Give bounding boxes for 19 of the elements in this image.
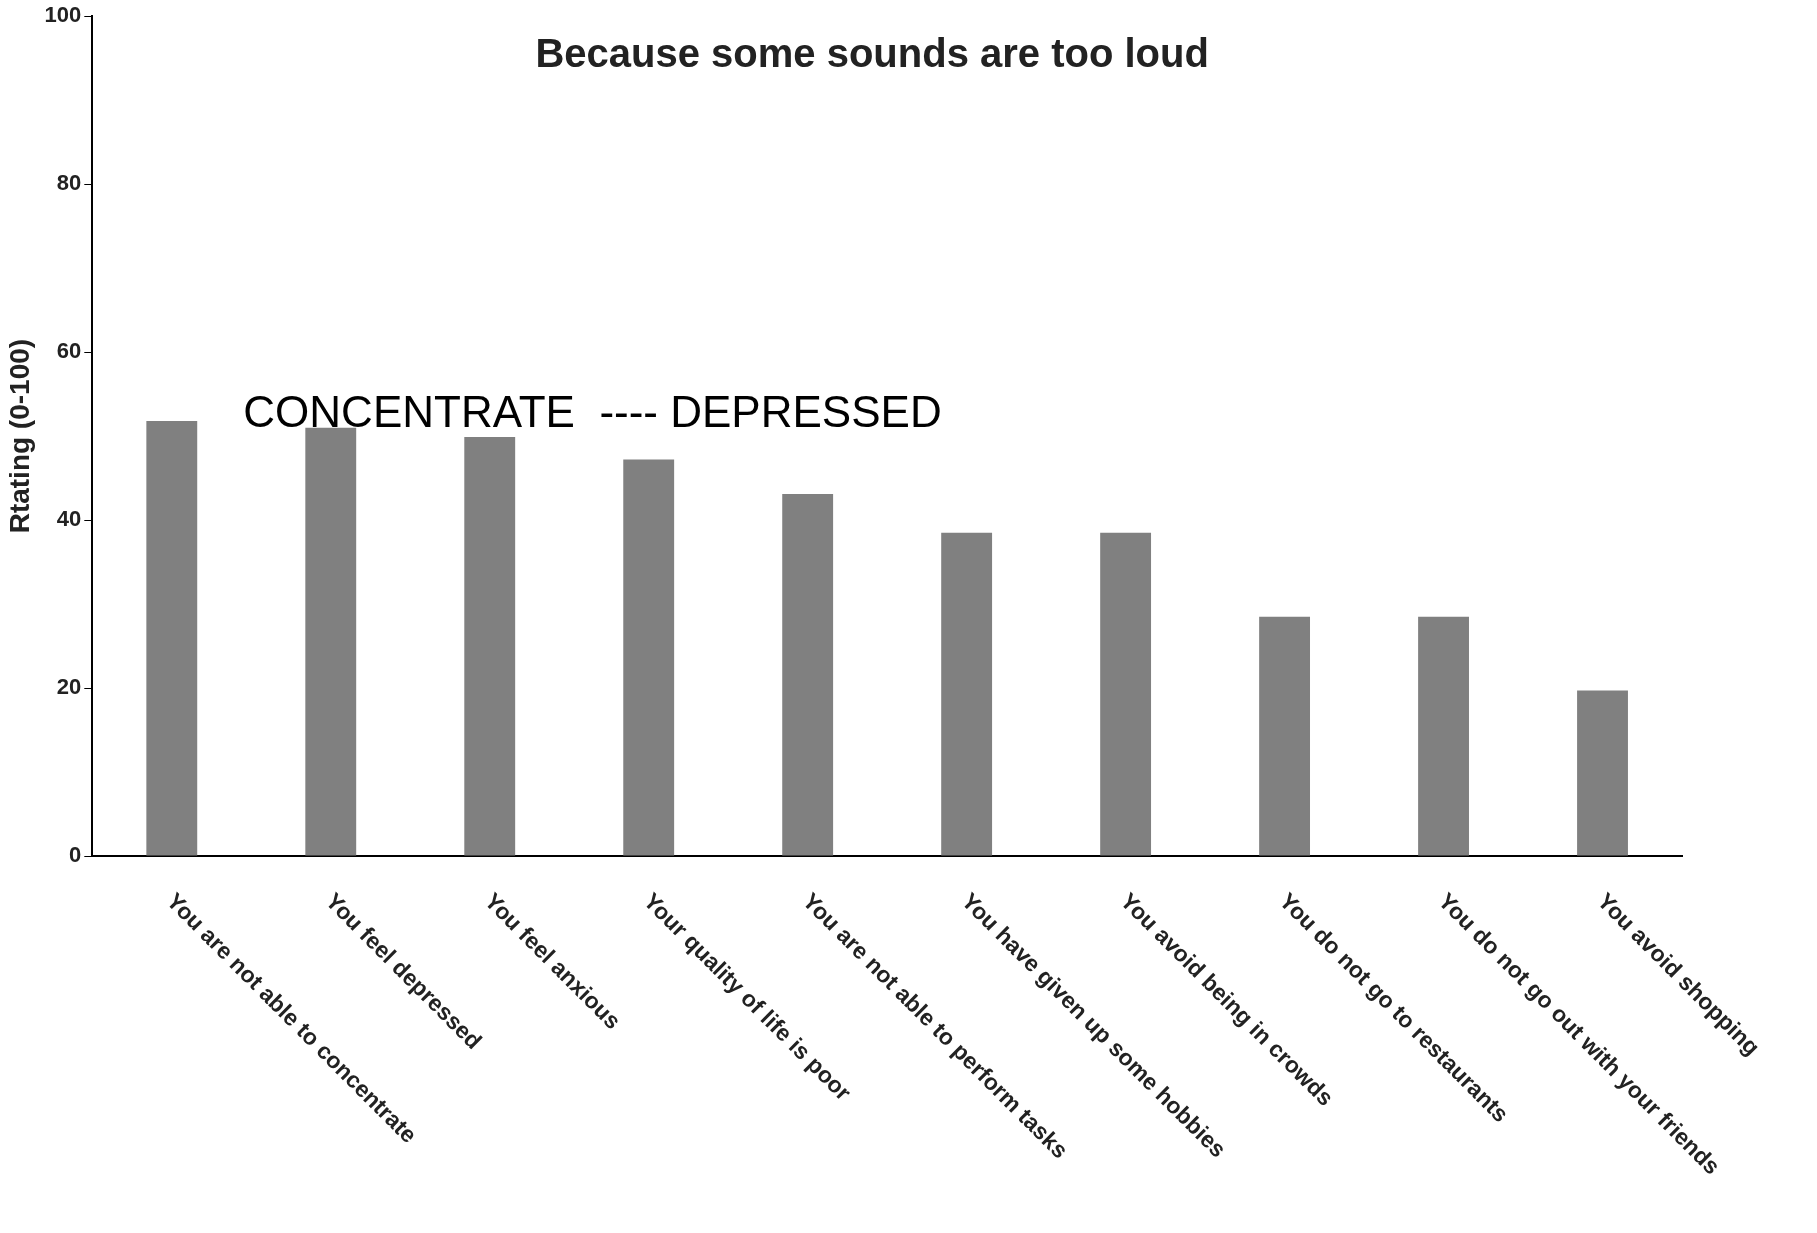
bar xyxy=(146,420,198,856)
bar xyxy=(1418,616,1469,856)
y-axis-title: Rtating (0-100) xyxy=(3,338,35,534)
bar xyxy=(623,459,675,856)
y-tick-label: 0 xyxy=(69,842,82,868)
chart-title: Because some sounds are too loud xyxy=(535,31,1209,76)
bar xyxy=(464,436,516,856)
bar xyxy=(1577,690,1628,856)
bar xyxy=(782,494,834,856)
bar xyxy=(941,532,993,856)
y-tick-label: 40 xyxy=(56,506,82,532)
bar xyxy=(1100,532,1152,856)
bar xyxy=(1259,616,1311,856)
y-tick-label: 100 xyxy=(44,2,82,28)
annotation: CONCENTRATE ---- DEPRESSED xyxy=(243,387,942,437)
y-tick-label: 20 xyxy=(56,674,82,700)
bar xyxy=(305,427,357,856)
y-tick-label: 60 xyxy=(56,338,82,364)
y-tick-label: 80 xyxy=(56,170,82,196)
